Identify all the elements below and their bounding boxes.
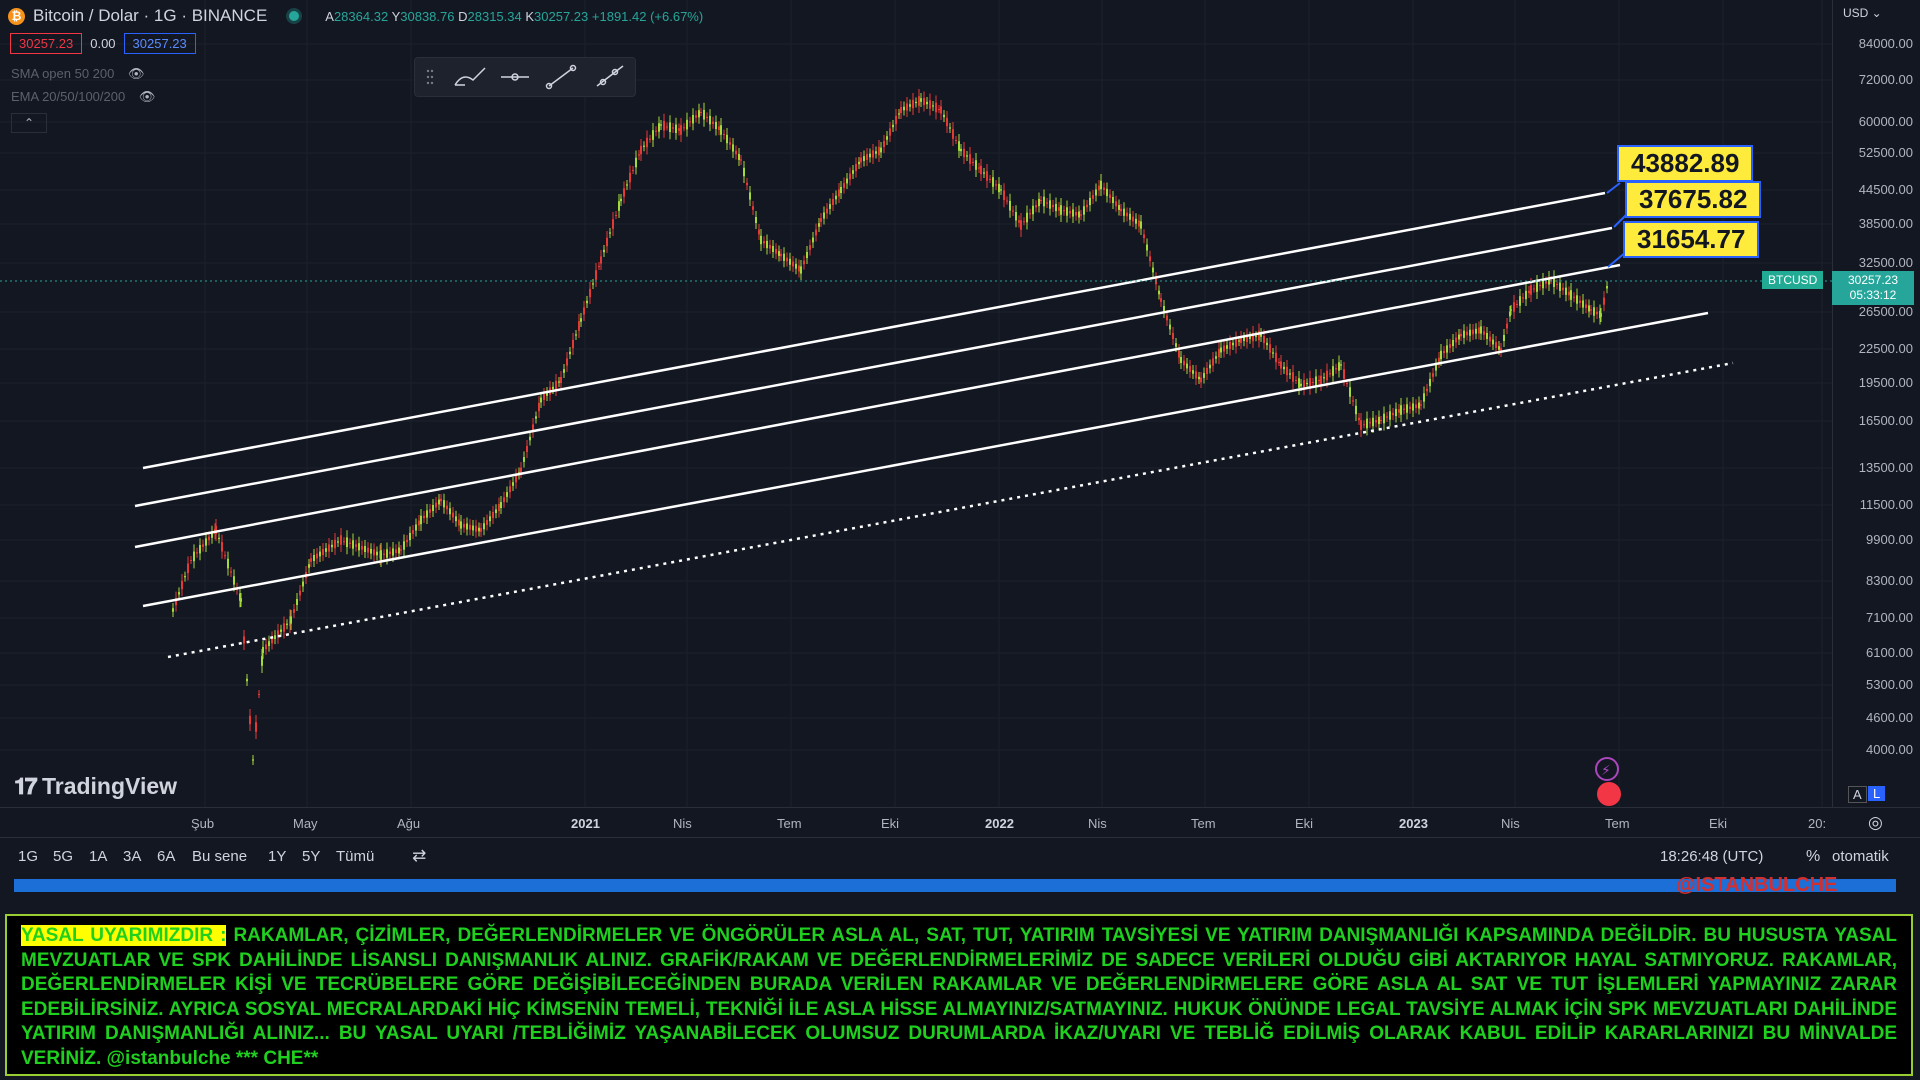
spread-value: 0.00 (90, 36, 116, 51)
price-tick: 5300.00 (1866, 677, 1913, 692)
price-tick: 16500.00 (1858, 413, 1913, 428)
time-label: Ağu (397, 816, 421, 831)
tradingview-logo[interactable]: 𝟏𝟕 TradingView (14, 773, 178, 799)
disclaimer-title: YASAL UYARIMIZDIR : (21, 925, 227, 946)
time-axis[interactable]: Şub May Ağu 2021 Nis Tem Eki 2022 Nis Tem Eki 2023 N… (0, 786, 1920, 838)
drawing-toolbar (414, 57, 636, 97)
channel-line-3[interactable] (134, 263, 1621, 549)
time-label: 20: (1808, 816, 1827, 831)
callout-line-1 (1606, 182, 1621, 194)
blue-banner (14, 879, 1896, 892)
price-tick: 4600.00 (1866, 710, 1913, 725)
percent-toggle[interactable]: % (1806, 848, 1821, 865)
trade-boxes: 30257.23 0.00 30257.23 (10, 33, 196, 54)
range-button[interactable]: Tümü (336, 848, 375, 865)
price-tick: 9900.00 (1866, 532, 1913, 547)
price-tick: 22500.00 (1858, 341, 1913, 356)
market-status-icon[interactable] (289, 11, 300, 21)
price-scale[interactable]: USD ⌄ 84000.00 72000.00 60000.00 52500.00 44… (1832, 0, 1920, 807)
horizontal-line-icon[interactable] (501, 73, 529, 81)
indicator-sma[interactable]: SMA open 50 200 👁 (11, 66, 145, 81)
eye-off-icon[interactable]: 👁 (138, 89, 156, 104)
range-button[interactable]: 1A (89, 848, 108, 865)
disclaimer-text: RAKAMLAR, ÇİZİMLER, DEĞERLENDİRMELER VE … (21, 925, 1898, 1069)
price-tick: 38500.00 (1858, 216, 1913, 231)
flag-icon[interactable] (1597, 782, 1621, 806)
settings-icon[interactable]: ◎ (1868, 813, 1883, 832)
price-tick: 60000.00 (1858, 114, 1913, 129)
scale-button-a[interactable]: A (1848, 786, 1867, 803)
price-tick: 4000.00 (1866, 742, 1913, 757)
price-tick: 7100.00 (1866, 610, 1913, 625)
trend-line-icon[interactable] (545, 64, 577, 90)
time-label: Nis (1501, 816, 1520, 831)
price-tick: 8300.00 (1866, 573, 1913, 588)
bitcoin-icon: ₿ (8, 7, 25, 25)
price-tick: 11500.00 (1859, 497, 1913, 512)
ohlc-values: A28364.32 Y30838.76 D28315.34 K30257.23 … (325, 8, 704, 24)
chart-grid (0, 0, 1832, 807)
time-label: 2022 (985, 816, 1014, 831)
lightning-icon[interactable] (1595, 757, 1619, 781)
time-label: Eki (881, 816, 900, 831)
level-label-1[interactable]: 43882.89 (1617, 145, 1754, 182)
range-button[interactable]: 1G (18, 848, 39, 865)
watermark: @ISTANBULCHE (1676, 874, 1838, 896)
symbol-header: ₿ Bitcoin / Dolar · 1G · BINANCE A28364.… (8, 6, 703, 26)
ray-icon[interactable] (596, 65, 624, 87)
time-label: Nis (1088, 816, 1107, 831)
last-price-label: 30257.23 05:33:12 (1832, 271, 1914, 305)
range-button[interactable]: 5G (53, 848, 74, 865)
range-button[interactable]: 1Y (268, 848, 287, 865)
time-label: Tem (1605, 816, 1630, 831)
price-tick: 6100.00 (1866, 645, 1913, 660)
range-button[interactable]: 6A (157, 848, 176, 865)
price-tick: 44500.00 (1858, 182, 1913, 197)
symbol-price-label: BTCUSD (1762, 271, 1824, 289)
range-button[interactable]: 3A (123, 848, 142, 865)
time-label: Tem (777, 816, 802, 831)
chevron-up-icon[interactable]: ⌃ (11, 113, 47, 133)
price-tick: 72000.00 (1858, 72, 1913, 87)
utc-clock[interactable]: 18:26:48 (UTC) (1660, 848, 1764, 865)
channel-line-top[interactable] (142, 191, 1606, 470)
scale-button-l[interactable]: L (1868, 786, 1886, 801)
time-label: Nis (673, 816, 692, 831)
time-label: Eki (1709, 816, 1728, 831)
chart-area[interactable]: ⚡ ₿ Bitcoin / Dolar · 1G · BINANCE A2836… (0, 0, 1832, 807)
price-tick: 32500.00 (1858, 255, 1913, 270)
level-label-2[interactable]: 37675.82 (1625, 181, 1762, 218)
price-tick: 26500.00 (1858, 304, 1913, 319)
legal-disclaimer: YASAL UYARIMIZDIR : RAKAMLAR, ÇİZİMLER, … (5, 914, 1913, 1076)
price-tick: 84000.00 (1858, 36, 1913, 51)
channel-line-2[interactable] (134, 226, 1613, 508)
range-button[interactable]: 5Y (302, 848, 321, 865)
time-label: Şub (191, 816, 215, 831)
brush-icon[interactable] (454, 67, 486, 86)
level-label-3[interactable]: 31654.77 (1623, 221, 1760, 258)
symbol-title[interactable]: Bitcoin / Dolar · 1G · BINANCE (33, 6, 268, 25)
sell-price-box[interactable]: 30257.23 (10, 33, 83, 54)
time-label: 2023 (1399, 816, 1428, 831)
auto-scale-toggle[interactable]: otomatik (1832, 848, 1889, 865)
price-tick: 13500.00 (1858, 460, 1913, 475)
time-label: Tem (1191, 816, 1216, 831)
lightning-glyph: ⚡ (1601, 762, 1611, 778)
compare-icon[interactable]: ⇄ (412, 846, 427, 865)
time-label: Eki (1295, 816, 1314, 831)
channel-line-dotted[interactable] (167, 361, 1734, 659)
bottom-toolbar: 1G 5G 1A 3A 6A Bu sene 1Y 5Y Tümü ⇄ 18:26:48 (UT… (0, 837, 1920, 876)
price-series (172, 89, 1608, 765)
channel-line-4[interactable] (142, 311, 1709, 608)
price-tick: 52500.00 (1858, 145, 1913, 160)
time-label: May (293, 816, 318, 831)
price-tick: 19500.00 (1858, 375, 1913, 390)
buy-price-box[interactable]: 30257.23 (123, 33, 196, 54)
eye-off-icon[interactable]: 👁 (127, 66, 145, 81)
indicator-ema[interactable]: EMA 20/50/100/200 👁 (11, 89, 156, 104)
currency-selector[interactable]: USD ⌄ (1843, 6, 1882, 20)
range-button[interactable]: Bu sene (192, 848, 248, 865)
chart-canvas[interactable]: ⚡ (0, 0, 1832, 807)
time-label: 2021 (571, 816, 600, 831)
